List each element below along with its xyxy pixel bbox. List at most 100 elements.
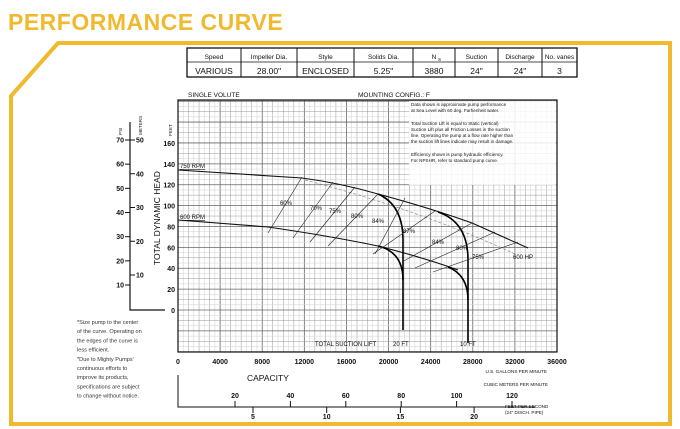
x-tick-label: 16000 (337, 359, 357, 366)
psi-tick-label: 50 (116, 186, 124, 193)
feet-unit-label: FEET (168, 124, 173, 136)
cubic-tick-label: 40 (287, 393, 295, 400)
y-axis-feet-ticks: 0 20 40 60 80 100 120 140 160 (163, 141, 175, 315)
x-axis-gpm-ticks: 0 4000 8000 12000 16000 20000 24000 28000 32000 3… (176, 359, 567, 366)
table-header: Suction (466, 54, 488, 61)
table-header: Impeller Dia. (251, 54, 288, 61)
meters-tick-label: 30 (136, 205, 144, 212)
label-600-hp: 600 HP (513, 255, 533, 261)
table-value: 24" (470, 66, 482, 76)
meters-tick-label: 10 (136, 273, 144, 280)
efficiency-label: 87% (403, 229, 416, 235)
yellow-frame (9, 41, 672, 426)
table-header: Discharge (505, 54, 535, 61)
info-line: For NPSHR, refer to standard pump curve. (411, 158, 498, 163)
x-tick-label: 12000 (295, 359, 315, 366)
hp-600-line (304, 179, 516, 255)
cubic-tick-label: 100 (451, 393, 463, 400)
table-value: ENCLOSED (302, 66, 349, 76)
capacity-label: CAPACITY (247, 373, 289, 383)
info-line: Suction Lift plus all Friction Losses in… (411, 127, 510, 132)
table-value: 28.00" (257, 66, 281, 76)
label-600-rpm: 600 RPM (180, 215, 205, 221)
table-value: 3 (557, 66, 562, 76)
info-line: Efficiency shown is pump hydraulic effic… (411, 152, 503, 157)
fps-tick-label: 15 (397, 414, 405, 421)
efficiency-labels: 60%70% 75%80%84%87%84%80%75% (280, 201, 485, 261)
x-tick-label: 36000 (547, 359, 567, 366)
fps-tick-label: 20 (470, 414, 478, 421)
page-title: PERFORMANCE CURVE (8, 9, 283, 35)
cubic-tick-label: 20 (231, 393, 239, 400)
psi-unit-label: PSI (118, 128, 123, 135)
table-value: 24" (514, 66, 526, 76)
notes: *Size pump to the center of the curve. Op… (77, 320, 142, 400)
suction-lift-20ft-upper (377, 193, 404, 330)
efficiency-label: 70% (310, 206, 323, 212)
meters-tick-label: 40 (136, 171, 144, 178)
efficiency-lines (267, 176, 519, 273)
y-tick-label: 60 (167, 245, 175, 252)
suction-lift-10ft-lower (447, 266, 469, 301)
x-axis-title: U.S. GALLONS PER MINUTE (485, 369, 547, 374)
meters-ticks: 10 20 30 40 50 (130, 138, 144, 280)
lift-20ft-label: 20 FT (393, 342, 409, 348)
x-tick-label: 4000 (212, 359, 228, 366)
efficiency-label: 80% (351, 214, 364, 220)
note-line: specifications are subject (77, 384, 140, 390)
table-header: N (432, 54, 437, 61)
y-tick-label: 80 (167, 224, 175, 231)
psi-tick-label: 70 (116, 138, 124, 145)
table-header: No. vanes (545, 54, 575, 61)
volute-label: SINGLE VOLUTE (188, 92, 240, 99)
fps-tick-label: 10 (323, 414, 331, 421)
lift-10ft-label: 10 FT (460, 342, 476, 348)
cubic-meters-ticks: 20 40 60 80 100 120 (231, 393, 518, 407)
x-tick-label: 28000 (463, 359, 483, 366)
x-tick-label: 0 (176, 359, 180, 366)
y-tick-label: 160 (163, 141, 175, 148)
info-line: Total Suction Lift is equal to Static (v… (411, 121, 499, 126)
x-tick-label: 8000 (254, 359, 270, 366)
psi-tick-label: 20 (116, 258, 124, 265)
psi-tick-label: 40 (116, 210, 124, 217)
fps-label: FEET PER SECOND (505, 404, 549, 409)
note-line: *Due to Mighty Pumps' (77, 357, 134, 363)
note-line: *Size pump to the center (77, 320, 138, 326)
x-tick-label: 24000 (421, 359, 441, 366)
note-line: the edges of the curve is (77, 338, 138, 344)
spec-table: Speed VARIOUS Impeller Dia. 28.00" Style ENCL… (186, 47, 578, 78)
curve-600-rpm (177, 219, 459, 271)
psi-tick-label: 10 (116, 283, 124, 290)
meters-tick-label: 50 (136, 138, 144, 145)
y-tick-label: 0 (171, 308, 175, 315)
efficiency-label: 80% (456, 246, 469, 252)
x-tick-label: 32000 (505, 359, 525, 366)
fps-sub-label: (24" DISCH. PIPE) (505, 410, 544, 415)
note-line: continuous efforts to (77, 366, 127, 372)
mounting-config-label: MOUNTING CONFIG.: F (358, 92, 430, 99)
info-box-bg (409, 101, 556, 185)
fps-ticks: 5 10 15 20 (251, 407, 478, 421)
total-suction-lift-label: TOTAL SUCTION LIFT (315, 342, 377, 348)
note-line: to change without notice. (77, 394, 139, 400)
table-header: Speed (205, 54, 224, 61)
y-tick-label: 20 (167, 287, 175, 294)
efficiency-label: 84% (372, 219, 385, 225)
y-tick-label: 120 (163, 183, 175, 190)
info-line: line. Operating the pump at a flow rate … (411, 133, 514, 138)
cubic-meters-label: CUBIC METERS PER MINUTE (484, 382, 548, 387)
info-text: Data shown is approximate pump performan… (411, 102, 514, 163)
table-header: Style (318, 54, 333, 61)
y-axis-title: TOTAL DYNAMIC HEAD (152, 171, 162, 265)
note-line: improve its products, (77, 375, 129, 381)
psi-ticks: 10 20 30 40 50 60 70 (116, 138, 130, 290)
psi-meters-axis (129, 122, 165, 311)
plot-frame (177, 99, 558, 353)
psi-tick-label: 30 (116, 234, 124, 241)
y-tick-label: 40 (167, 266, 175, 273)
efficiency-label: 75% (329, 209, 342, 215)
table-header-subscript: S (438, 57, 441, 62)
cubic-tick-label: 60 (342, 393, 350, 400)
